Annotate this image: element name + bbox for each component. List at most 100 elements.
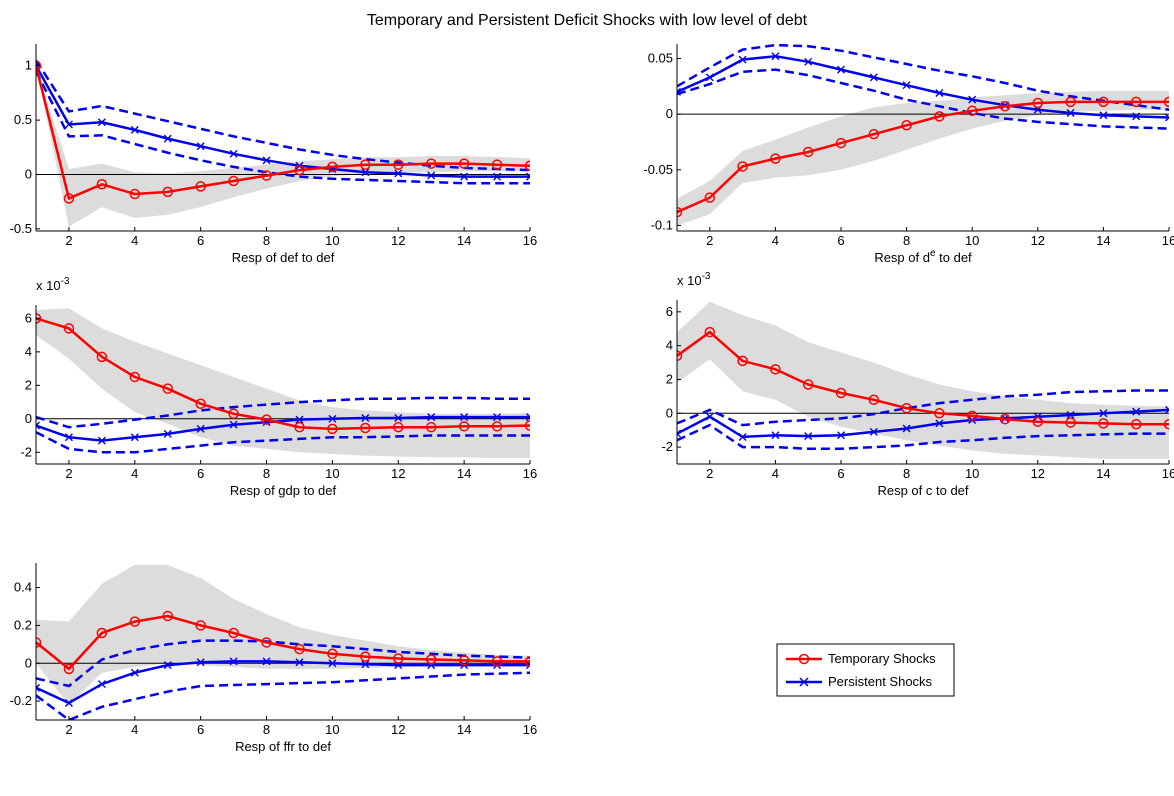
- persistent-point-stroke: [196, 142, 205, 151]
- persistent-point: [97, 118, 106, 127]
- y-tick-label: 6: [25, 310, 32, 325]
- y-tick-label: 6: [666, 304, 673, 319]
- y-tick-label: 4: [666, 338, 673, 353]
- persistent-point: [163, 661, 172, 670]
- y-tick-label: 0: [666, 106, 673, 121]
- persistent-point: [196, 424, 205, 433]
- persistent-point-stroke: [460, 413, 469, 422]
- temporary-point: [491, 656, 503, 667]
- temporary-point: [195, 620, 206, 631]
- subplot-4: 2 4 6 8 10 12 14 16 -2 0 2 4 6 x 10-3 Resp of c to def: [661, 271, 1174, 498]
- persistent-point-stroke: [1099, 111, 1108, 120]
- persistent-point: [196, 658, 205, 667]
- x-tick-label: 10: [965, 466, 979, 481]
- temporary-point: [1098, 418, 1109, 429]
- persistent-point-stroke: [97, 436, 106, 445]
- y-tick-label: -0.2: [10, 693, 32, 708]
- x-axis-label-text: Resp of ffr to def: [235, 739, 331, 754]
- x-axis-label-text: Resp of d: [874, 250, 930, 265]
- persistent-point: [394, 413, 403, 422]
- persistent-point: [460, 413, 469, 422]
- temporary-point: [802, 146, 814, 158]
- temporary-point: [228, 627, 239, 639]
- temporary-point: [704, 192, 716, 203]
- y-tick-label: 0.5: [14, 112, 32, 127]
- persistent-point-stroke: [262, 156, 271, 165]
- legend-persistent-marker: [799, 677, 809, 687]
- x-axis-label: Resp of def to def: [232, 250, 335, 265]
- persistent-point-stroke: [394, 413, 403, 422]
- persistent-point-stroke: [869, 427, 878, 436]
- persistent-point-stroke: [526, 175, 530, 181]
- persistent-point: [677, 87, 681, 96]
- persistent-point-stroke: [196, 424, 205, 433]
- persistent-point: [394, 169, 403, 178]
- persistent-point: [1066, 109, 1075, 118]
- x-tick-label: 6: [197, 466, 204, 481]
- temporary-point: [868, 128, 880, 140]
- temporary-point: [294, 421, 305, 433]
- temporary-point: [96, 179, 108, 190]
- y-exponent-label: x 10-3: [677, 271, 711, 288]
- y-tick-label: 0: [666, 405, 673, 420]
- exponent-base: x 10: [677, 273, 702, 288]
- x-tick-label: 4: [131, 466, 138, 481]
- persistent-point: [262, 156, 271, 165]
- persistent-point: [97, 436, 106, 445]
- persistent-point: [493, 172, 502, 181]
- persistent-band-lower: [36, 671, 530, 720]
- x-axis-label-text: Resp of def to def: [232, 250, 335, 265]
- persistent-point: [771, 52, 780, 61]
- persistent-point: [460, 172, 469, 181]
- persistent-point: [196, 142, 205, 151]
- temporary-point: [524, 656, 530, 667]
- persistent-point: [64, 698, 73, 707]
- temporary-confidence-band: [677, 301, 1169, 459]
- plot-content: [36, 564, 530, 720]
- persistent-point-stroke: [427, 171, 436, 180]
- temporary-series-line: [677, 330, 1169, 426]
- persistent-point-stroke: [705, 73, 714, 82]
- persistent-point-stroke: [526, 664, 530, 670]
- x-tick-label: 2: [706, 466, 713, 481]
- y-exponent-label: x 10-3: [36, 276, 70, 293]
- legend-temporary-marker: [798, 653, 810, 665]
- x-tick-label: 4: [131, 233, 138, 248]
- persistent-point: [526, 661, 530, 670]
- temporary-point: [458, 421, 470, 432]
- y-tick-label: 0: [25, 655, 32, 670]
- x-tick-label: 6: [837, 466, 844, 481]
- persistent-point: [738, 55, 747, 64]
- persistent-point: [262, 657, 271, 666]
- temporary-point: [261, 414, 272, 425]
- persistent-point: [1132, 112, 1141, 121]
- persistent-point-stroke: [130, 125, 139, 134]
- temporary-point: [524, 420, 530, 431]
- persistent-point: [677, 429, 681, 438]
- persistent-point: [935, 419, 944, 428]
- temporary-point: [737, 355, 748, 367]
- persistent-point: [902, 81, 911, 90]
- legend-temporary-label: Temporary Shocks: [828, 651, 936, 666]
- persistent-point-stroke: [64, 120, 73, 129]
- legend-persistent-label: Persistent Shocks: [828, 674, 933, 689]
- persistent-point: [295, 658, 304, 667]
- temporary-point: [129, 188, 141, 200]
- temporary-point: [770, 364, 781, 375]
- subplot-5: 2 4 6 8 10 12 14 16 -0.2 0 0.2 0.4 Resp of ffr to de…: [10, 563, 537, 754]
- x-tick-label: 12: [391, 233, 405, 248]
- temporary-confidence-band: [36, 308, 530, 459]
- persistent-point: [328, 659, 337, 668]
- x-tick-label: 12: [1031, 233, 1045, 248]
- y-tick-label: -0.1: [651, 217, 673, 232]
- temporary-point: [737, 161, 748, 172]
- x-tick-label: 2: [706, 233, 713, 248]
- persistent-point-stroke: [677, 87, 681, 93]
- persistent-point-stroke: [1132, 112, 1141, 121]
- persistent-point-stroke: [295, 415, 304, 424]
- x-tick-label: 14: [457, 233, 471, 248]
- persistent-point: [804, 432, 813, 441]
- persistent-point: [229, 657, 238, 666]
- temporary-point: [770, 153, 781, 164]
- persistent-point-stroke: [262, 657, 271, 666]
